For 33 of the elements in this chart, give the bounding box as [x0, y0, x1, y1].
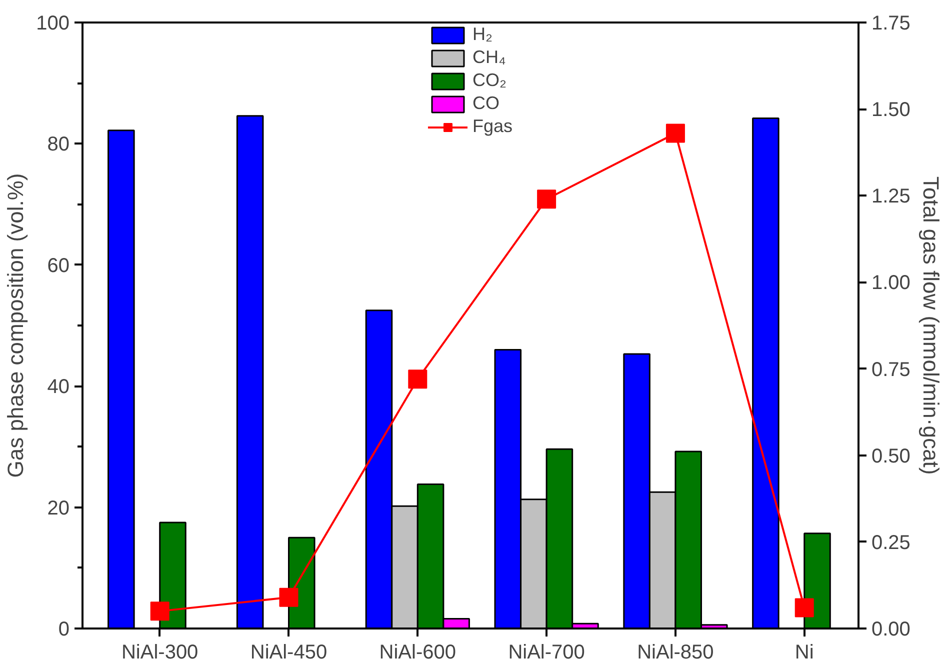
y2-tick-label: 1.00	[872, 272, 910, 294]
legend-label: Fgas	[472, 116, 513, 137]
legend-label: CH₄	[472, 47, 506, 68]
point	[794, 598, 814, 618]
y2-tick-label: 1.75	[872, 12, 910, 34]
x-tick-label: NiAl-600	[379, 642, 456, 664]
y2-tick-label: 0.00	[872, 618, 910, 640]
y-tick-label: 40	[47, 376, 70, 398]
y-tick-label: 0	[58, 618, 70, 640]
point	[150, 602, 170, 621]
point	[279, 588, 298, 607]
y-axis-title: Gas phase composition (vol.%)	[3, 173, 28, 478]
point	[408, 370, 428, 389]
y2-tick-label: 0.25	[872, 532, 910, 554]
y2-axis-title: Total gas flow (mmol/min·gcat)	[918, 176, 944, 475]
y2-tick-label: 0.75	[872, 358, 910, 381]
y-tick-label: 100	[36, 12, 70, 34]
y-tick-label: 60	[47, 254, 70, 277]
y-tick-label: 20	[47, 497, 70, 520]
y2-tick-label: 1.50	[872, 99, 910, 122]
x-tick-label: NiAl-300	[121, 642, 198, 664]
y2-tick-label: 0.50	[872, 445, 910, 468]
legend-label: CO	[472, 93, 500, 114]
x-tick-label: NiAl-450	[250, 642, 328, 664]
legend-label: H₂	[472, 24, 492, 45]
y-tick-label: 80	[47, 134, 70, 156]
x-tick-label: NiAl-850	[637, 642, 714, 664]
x-tick-label: Ni	[794, 642, 814, 664]
legend-label: CO₂	[472, 70, 506, 91]
point	[537, 190, 556, 209]
x-tick-label: NiAl-700	[508, 642, 585, 664]
point	[666, 124, 685, 143]
y2-tick-label: 1.25	[872, 186, 910, 208]
